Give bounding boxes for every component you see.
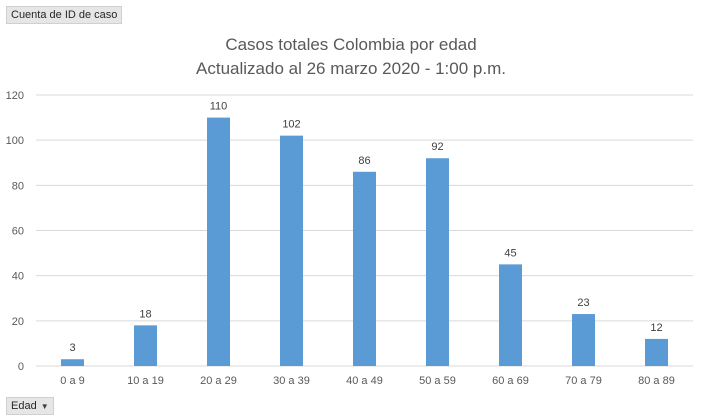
bar — [61, 359, 84, 366]
data-label: 23 — [577, 297, 589, 309]
bar — [134, 325, 157, 366]
bar — [280, 135, 303, 366]
data-label: 3 — [69, 342, 75, 354]
chart-subtitle: Actualizado al 26 marzo 2020 - 1:00 p.m. — [196, 59, 506, 78]
axis-field-label: Edad — [11, 400, 37, 412]
data-labels: 3 18 110 102 86 92 45 23 12 — [69, 101, 662, 355]
x-tick-label: 10 a 19 — [127, 375, 164, 387]
bar — [353, 171, 376, 366]
axis-field-button[interactable]: Edad ▼ — [6, 397, 54, 415]
x-tick-label: 0 a 9 — [60, 375, 84, 387]
data-label: 45 — [504, 247, 516, 259]
y-tick-label: 40 — [12, 271, 24, 283]
value-field-label: Cuenta de ID de caso — [11, 9, 118, 21]
y-tick-label: 120 — [6, 90, 24, 102]
chart-title: Casos totales Colombia por edad — [225, 35, 477, 54]
y-tick-label: 60 — [12, 226, 24, 238]
x-tick-label: 50 a 59 — [419, 375, 456, 387]
x-tick-label: 60 a 69 — [492, 375, 529, 387]
y-tick-label: 80 — [12, 180, 24, 192]
y-tick-label: 100 — [6, 135, 24, 147]
x-tick-label: 30 a 39 — [273, 375, 310, 387]
data-label: 110 — [210, 101, 228, 113]
bar — [207, 117, 230, 366]
value-field-button[interactable]: Cuenta de ID de caso — [6, 6, 123, 24]
bar — [499, 264, 522, 366]
data-label: 18 — [139, 308, 151, 320]
dropdown-arrow-icon: ▼ — [40, 402, 49, 411]
x-tick-label: 70 a 79 — [565, 375, 602, 387]
data-label: 12 — [650, 322, 662, 334]
data-label: 102 — [282, 119, 300, 131]
bar — [645, 338, 668, 366]
y-axis-ticks: 0 20 40 60 80 100 120 — [6, 90, 24, 373]
y-tick-label: 20 — [12, 316, 24, 328]
x-tick-label: 20 a 29 — [200, 375, 237, 387]
x-tick-label: 80 a 89 — [638, 375, 675, 387]
x-axis-ticks: 0 a 9 10 a 19 20 a 29 30 a 39 40 a 49 50 a 59… — [60, 375, 675, 387]
x-tick-label: 40 a 49 — [346, 375, 383, 387]
bar — [572, 314, 595, 366]
data-label: 86 — [358, 155, 370, 167]
bars — [61, 117, 668, 366]
y-tick-label: 0 — [18, 361, 24, 373]
data-label: 92 — [431, 141, 443, 153]
bar — [426, 158, 449, 366]
